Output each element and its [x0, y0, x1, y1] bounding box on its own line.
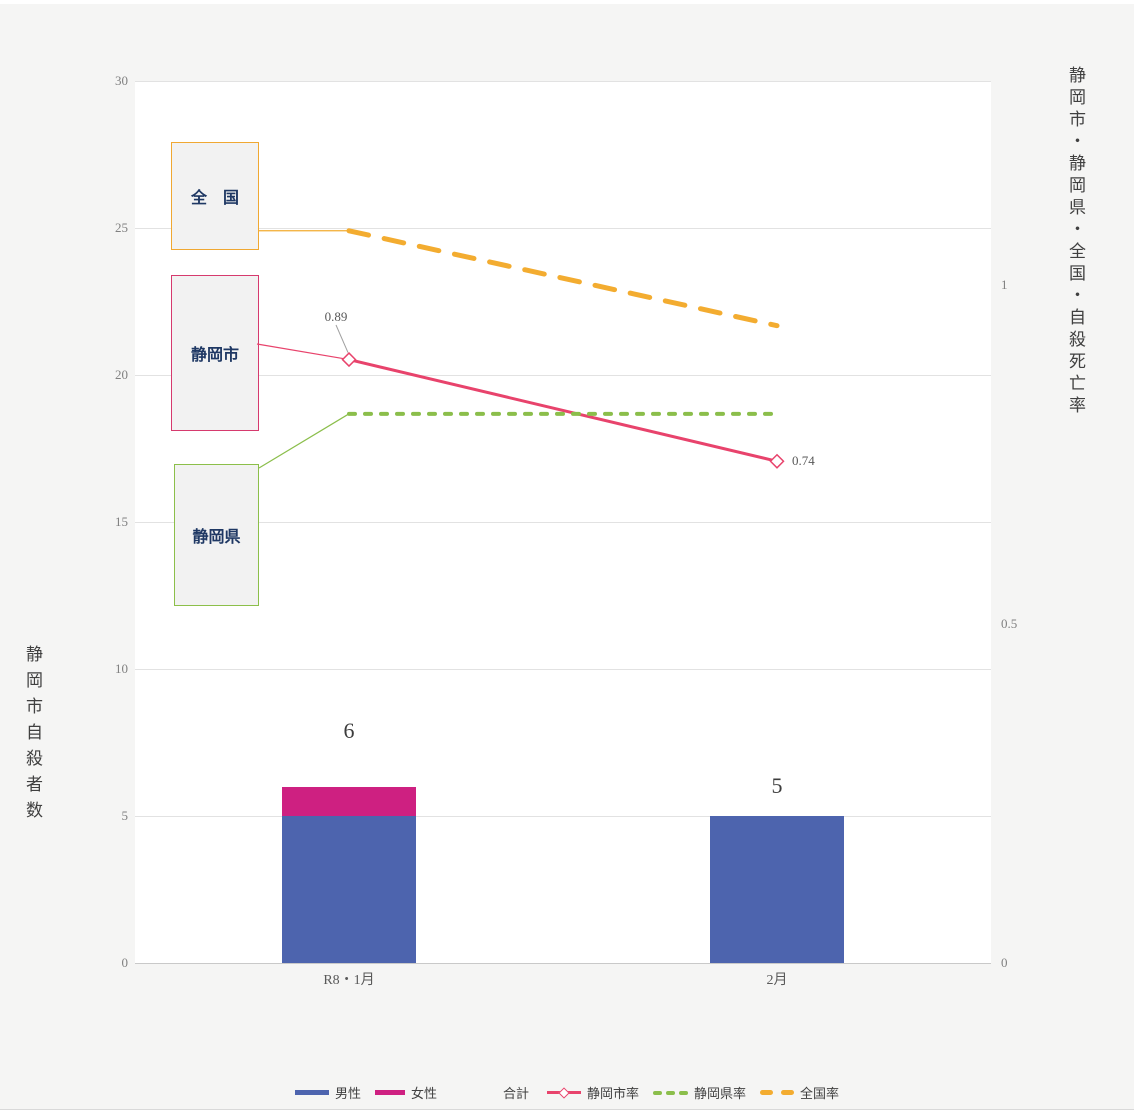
total-swatch-icon: [469, 1090, 497, 1095]
bottom-margin: [0, 1110, 1134, 1112]
city-rate-label-1: 0.74: [792, 453, 815, 469]
total-label-0: 6: [343, 718, 355, 743]
bar-female-0[interactable]: [282, 786, 416, 816]
gridline-30: [135, 80, 991, 82]
legend-label-male: 男性: [334, 1086, 361, 1101]
total-label-1: 5: [771, 773, 783, 798]
gridline-25: [135, 227, 991, 229]
legend-item-female[interactable]: 女性: [374, 1083, 437, 1102]
legend: 男性 女性 合計 静岡市率 静岡県率 全国率: [0, 1084, 1134, 1101]
left-axis-tick-10: 10: [115, 661, 128, 676]
gridline-0: [135, 962, 991, 964]
left-axis-tick-25: 25: [115, 220, 128, 235]
city-label-box[interactable]: 静岡市: [171, 275, 259, 431]
diamond-marker-icon: [558, 1086, 570, 1099]
legend-label-national-rate: 全国率: [800, 1086, 840, 1101]
left-axis-tick-20: 20: [115, 367, 128, 382]
city-line-swatch-icon: [547, 1086, 581, 1099]
legend-item-pref-rate[interactable]: 静岡県率: [653, 1083, 746, 1102]
legend-label-total: 合計: [502, 1086, 529, 1101]
pref-label-text: 静岡県: [192, 529, 241, 546]
top-strip: [0, 0, 1134, 4]
gridline-15: [135, 521, 991, 523]
male-swatch-icon: [294, 1090, 329, 1095]
legend-label-female: 女性: [410, 1086, 437, 1101]
legend-item-city-rate[interactable]: 静岡市率: [547, 1083, 639, 1102]
x-label-1: 2月: [766, 973, 788, 988]
right-axis-tick-1: 1: [1001, 277, 1008, 292]
pref-label-box[interactable]: 静岡県: [174, 464, 259, 606]
legend-label-pref-rate: 静岡県率: [694, 1086, 747, 1101]
national-label-box[interactable]: 全 国: [171, 142, 259, 250]
bar-male-0[interactable]: [282, 816, 416, 963]
right-axis-tick-0: 0: [1001, 955, 1008, 970]
bottom-border: [0, 1109, 1134, 1110]
right-axis-title: 静岡市・静岡県・全国・自殺死亡率: [1066, 66, 1085, 418]
left-axis-tick-30: 30: [115, 73, 128, 88]
legend-item-total[interactable]: 合計: [469, 1083, 529, 1102]
left-axis-tick-0: 0: [121, 955, 129, 970]
left-axis-title: 静岡市自殺者数: [23, 645, 42, 827]
gridline-10: [135, 668, 991, 670]
pref-dash-swatch-icon: [653, 1090, 689, 1095]
left-axis-tick-15: 15: [115, 514, 128, 529]
national-dash-swatch-icon: [760, 1090, 795, 1095]
left-axis-tick-5: 5: [121, 808, 129, 823]
legend-item-national-rate[interactable]: 全国率: [760, 1083, 839, 1102]
gridline-5: [135, 815, 991, 817]
bar-male-1[interactable]: [710, 816, 844, 963]
city-label-text: 静岡市: [190, 347, 239, 364]
female-swatch-icon: [374, 1090, 405, 1095]
legend-item-male[interactable]: 男性: [294, 1083, 361, 1102]
city-rate-label-0: 0.89: [324, 309, 348, 324]
x-label-0: R8・1月: [323, 973, 375, 988]
legend-label-city-rate: 静岡市率: [587, 1086, 640, 1101]
gridline-20: [135, 374, 991, 376]
right-axis-tick-0.5: 0.5: [1001, 616, 1018, 631]
national-label-text: 全 国: [190, 190, 239, 207]
